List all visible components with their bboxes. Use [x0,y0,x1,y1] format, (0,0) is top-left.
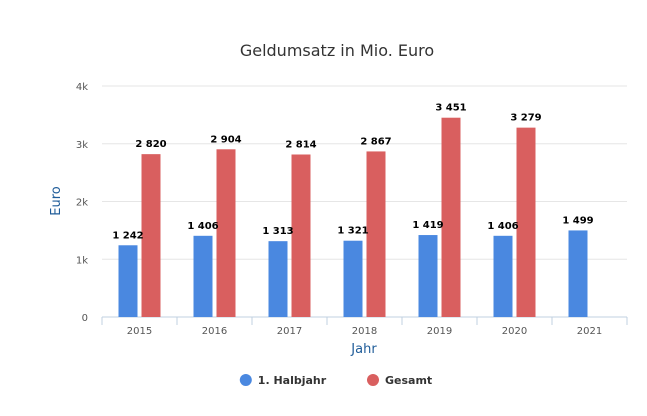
bar-1-halbjahr[interactable] [493,235,513,317]
x-tick-label: 2015 [127,326,152,337]
x-axis: 2015 2016 2017 2018 2019 2020 2021 [101,316,628,337]
data-label: 1 499 [562,215,593,226]
data-label: 1 242 [112,230,143,241]
data-label: 3 279 [510,113,541,124]
x-tick-label: 2016 [202,326,227,337]
bar-1-halbjahr[interactable] [193,235,213,317]
x-tick-label: 2019 [427,326,452,337]
data-labels: 1 242 2 820 1 406 2 904 1 313 2 814 1 321 2 867… [112,103,593,242]
legend-item[interactable]: Gesamt [367,374,432,387]
x-tick-label: 2017 [277,326,302,337]
y-tick-label: 0 [82,313,88,324]
bar-1-halbjahr[interactable] [268,241,288,317]
data-label: 1 419 [412,220,443,231]
x-tick-label: 2020 [502,326,527,337]
bars [118,117,588,318]
y-tick-label: 4k [76,82,88,93]
y-tick-label: 3k [76,140,88,151]
bar-gesamt[interactable] [516,127,536,317]
legend-marker [239,374,252,386]
data-label: 3 451 [435,103,466,114]
legend-label: Gesamt [385,374,432,387]
legend-item[interactable]: 1. Halbjahr [239,374,327,387]
x-axis-title: Jahr [350,342,377,357]
bar-gesamt[interactable] [141,154,161,317]
data-label: 2 867 [360,136,391,147]
bar-1-halbjahr[interactable] [568,230,588,317]
data-label: 1 313 [262,226,293,237]
bar-gesamt[interactable] [216,149,236,317]
data-label: 2 904 [210,134,241,145]
x-tick-label: 2021 [577,326,602,337]
data-label: 2 820 [135,139,166,150]
bar-gesamt[interactable] [441,117,461,318]
chart-title: Geldumsatz in Mio. Euro [240,41,434,60]
y-axis: 0 1k 2k 3k 4k [76,82,88,324]
bar-1-halbjahr[interactable] [418,235,438,317]
y-axis-title: Euro [49,186,64,216]
legend-label: 1. Halbjahr [258,374,327,387]
data-label: 1 406 [487,221,518,232]
legend: 1. Halbjahr Gesamt [239,374,432,387]
x-tick-label: 2018 [352,326,377,337]
data-label: 1 406 [187,221,218,232]
data-label: 2 814 [285,139,316,150]
bar-gesamt[interactable] [366,151,386,317]
bar-gesamt[interactable] [291,154,311,317]
data-label: 1 321 [337,226,368,237]
bar-1-halbjahr[interactable] [343,240,363,317]
y-tick-label: 1k [76,255,88,266]
legend-marker [367,374,379,386]
gridlines [102,85,627,260]
y-tick-label: 2k [76,198,88,209]
bar-1-halbjahr[interactable] [118,245,138,317]
